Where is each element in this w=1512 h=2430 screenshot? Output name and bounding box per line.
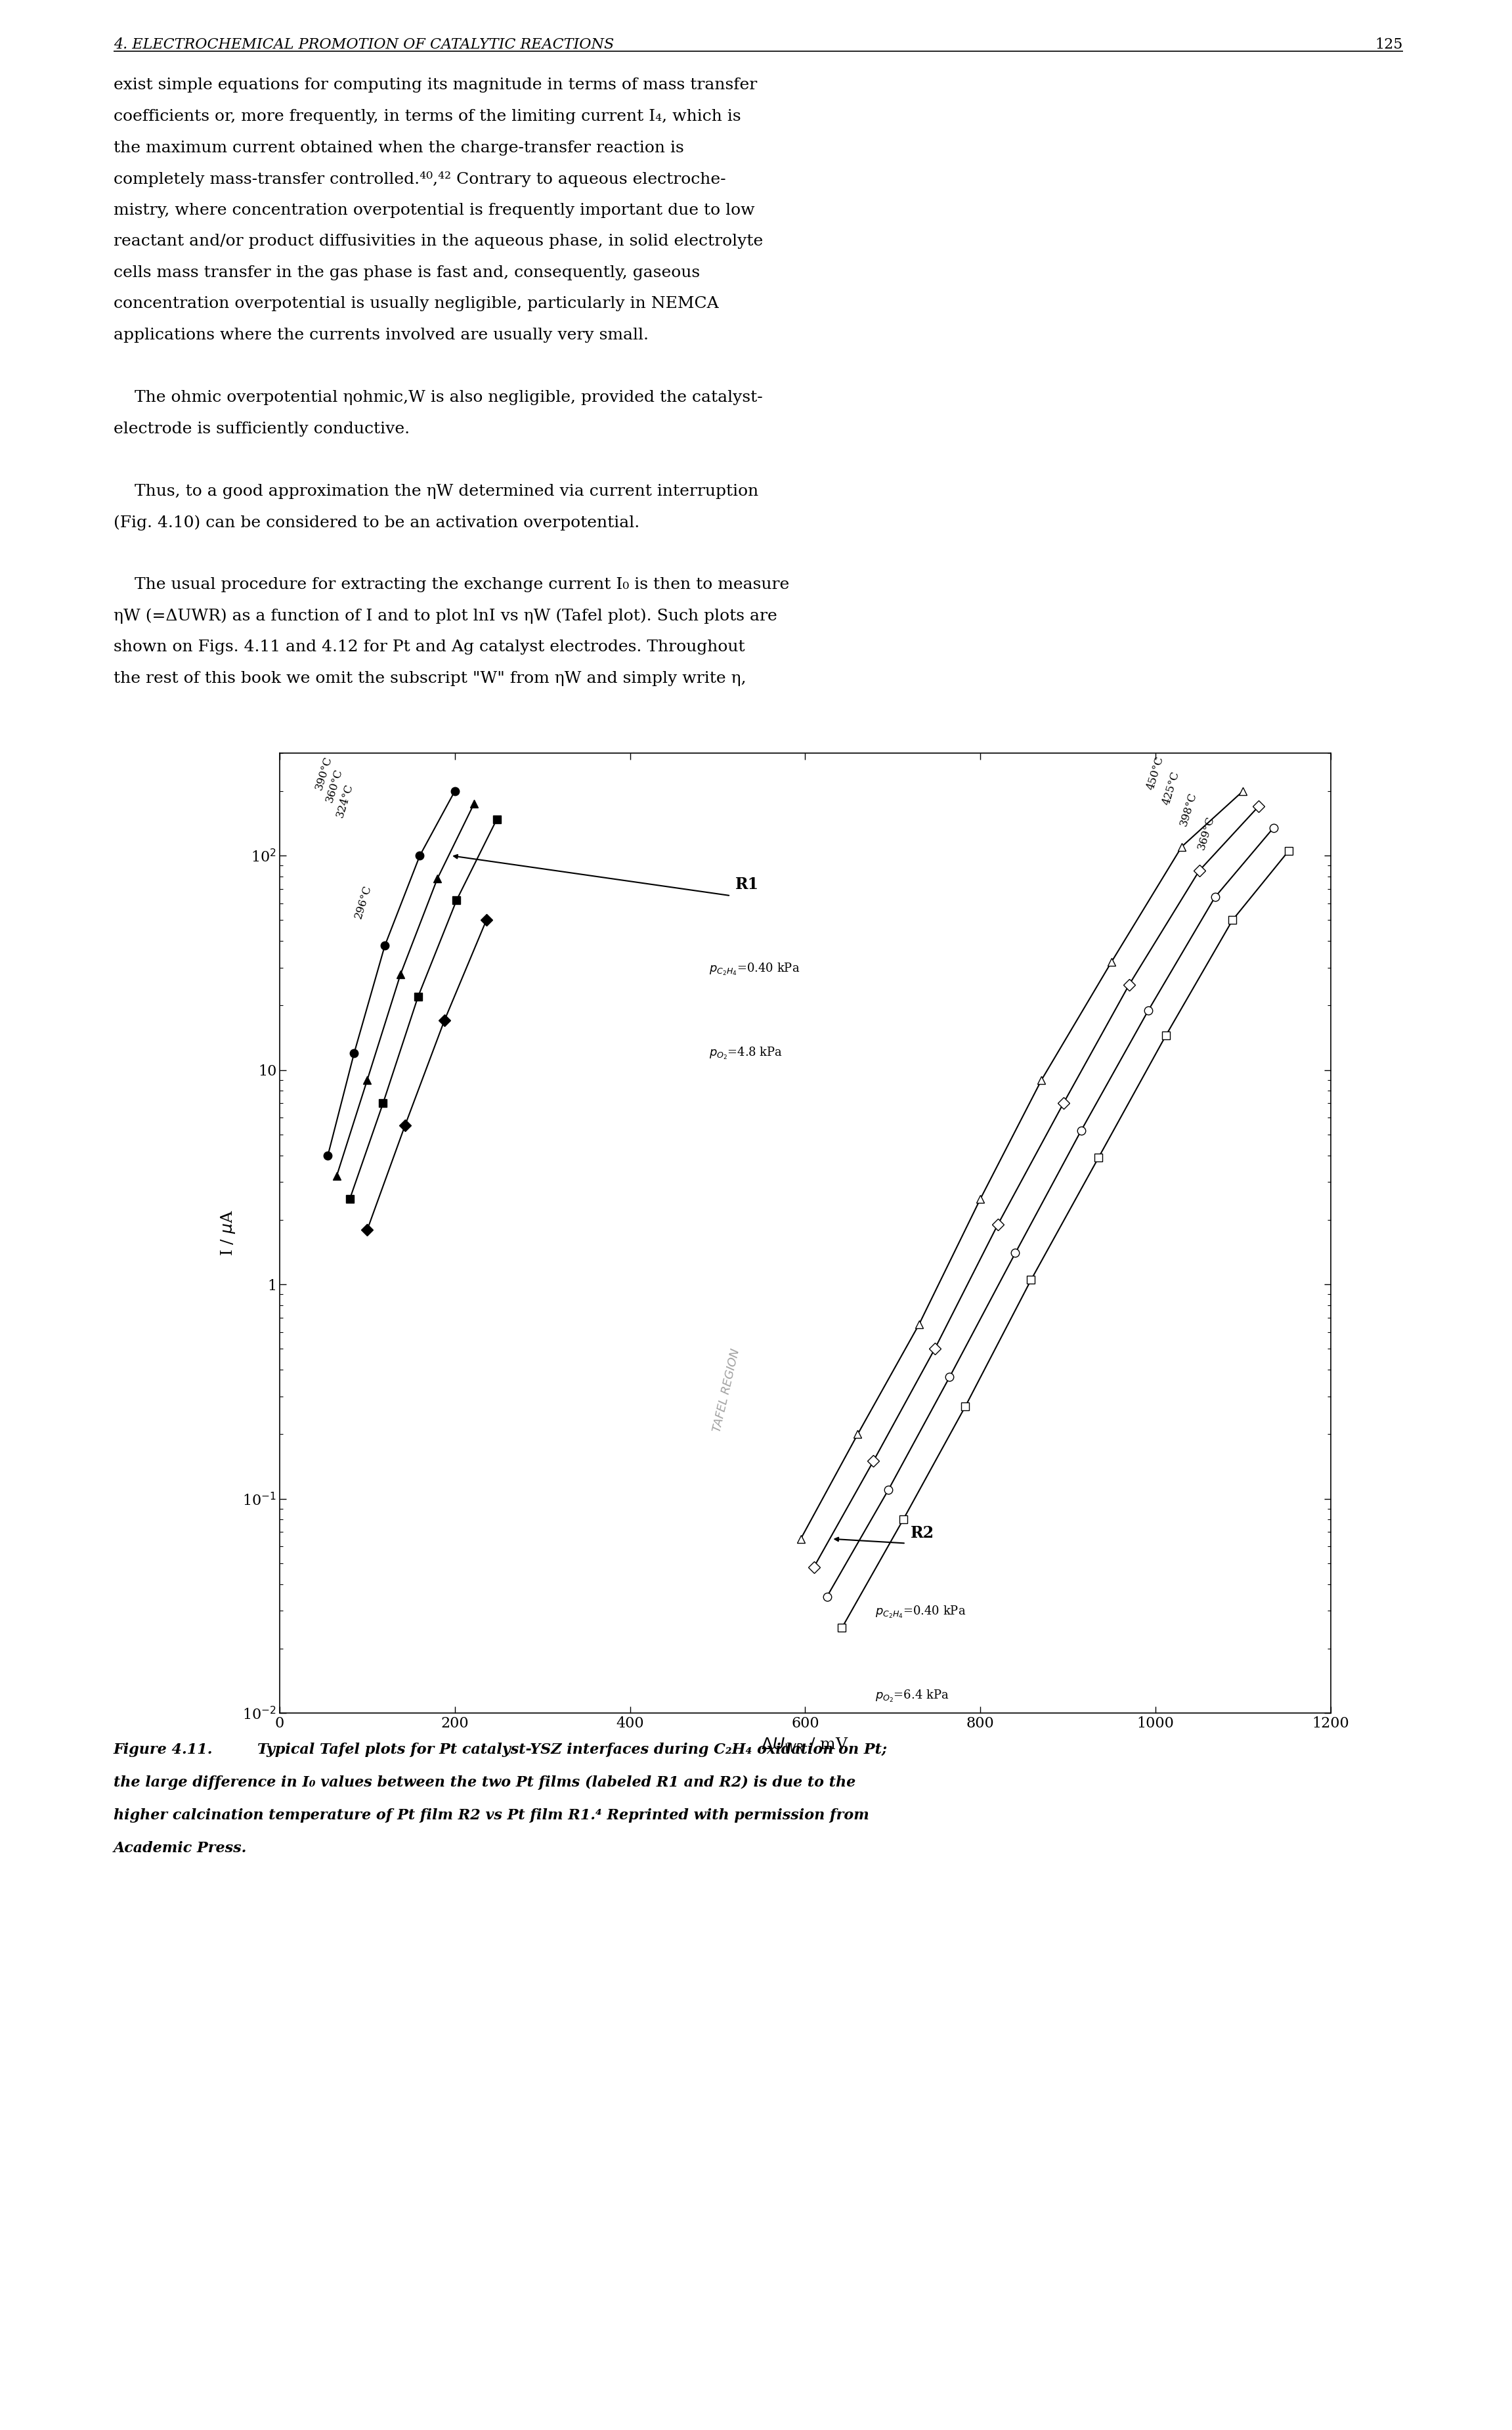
Text: shown on Figs. 4.11 and 4.12 for Pt and Ag catalyst electrodes. Throughout: shown on Figs. 4.11 and 4.12 for Pt and … <box>113 639 745 656</box>
Text: 390°C: 390°C <box>313 756 334 792</box>
Text: 4. ELECTROCHEMICAL PROMOTION OF CATALYTIC REACTIONS: 4. ELECTROCHEMICAL PROMOTION OF CATALYTI… <box>113 39 614 51</box>
Text: 360°C: 360°C <box>324 768 345 804</box>
Text: $p_{O_2}$=6.4 kPa: $p_{O_2}$=6.4 kPa <box>875 1689 950 1703</box>
Text: coefficients or, more frequently, in terms of the limiting current I₄, which is: coefficients or, more frequently, in ter… <box>113 109 741 124</box>
Text: ηW (=ΔUWR) as a function of I and to plot lnI vs ηW (Tafel plot). Such plots are: ηW (=ΔUWR) as a function of I and to plo… <box>113 608 777 625</box>
Text: cells mass transfer in the gas phase is fast and, consequently, gaseous: cells mass transfer in the gas phase is … <box>113 265 700 279</box>
Text: The usual procedure for extracting the exchange current I₀ is then to measure: The usual procedure for extracting the e… <box>113 578 789 593</box>
Text: Typical Tafel plots for Pt catalyst-YSZ interfaces during C₂H₄ oxidation on Pt;: Typical Tafel plots for Pt catalyst-YSZ … <box>257 1742 886 1757</box>
Text: 125: 125 <box>1376 39 1403 51</box>
Text: higher calcination temperature of Pt film R2 vs Pt film R1.⁴ Reprinted with perm: higher calcination temperature of Pt fil… <box>113 1808 869 1822</box>
X-axis label: $\Delta U_{WR}$ / mV: $\Delta U_{WR}$ / mV <box>761 1737 850 1754</box>
Y-axis label: I / $\mu$A: I / $\mu$A <box>219 1210 237 1256</box>
Text: mistry, where concentration overpotential is frequently important due to low: mistry, where concentration overpotentia… <box>113 202 754 219</box>
Text: Thus, to a good approximation the ηW determined via current interruption: Thus, to a good approximation the ηW det… <box>113 484 759 498</box>
Text: concentration overpotential is usually negligible, particularly in NEMCA: concentration overpotential is usually n… <box>113 296 718 311</box>
Text: the large difference in I₀ values between the two Pt films (labeled R1 and R2) i: the large difference in I₀ values betwee… <box>113 1774 856 1788</box>
Text: R2: R2 <box>910 1526 934 1541</box>
Text: 296°C: 296°C <box>352 885 373 921</box>
Text: $p_{O_2}$=4.8 kPa: $p_{O_2}$=4.8 kPa <box>709 1045 782 1062</box>
Text: applications where the currents involved are usually very small.: applications where the currents involved… <box>113 328 649 343</box>
Text: TAFEL REGION: TAFEL REGION <box>711 1349 742 1434</box>
Text: 398°C: 398°C <box>1178 792 1199 829</box>
Text: The ohmic overpotential ηohmic,W is also negligible, provided the catalyst-: The ohmic overpotential ηohmic,W is also… <box>113 391 762 406</box>
Text: the maximum current obtained when the charge-transfer reaction is: the maximum current obtained when the ch… <box>113 141 683 156</box>
Text: Academic Press.: Academic Press. <box>113 1842 246 1854</box>
Text: completely mass-transfer controlled.⁴⁰,⁴² Contrary to aqueous electroche-: completely mass-transfer controlled.⁴⁰,⁴… <box>113 173 726 187</box>
Text: exist simple equations for computing its magnitude in terms of mass transfer: exist simple equations for computing its… <box>113 78 758 92</box>
Text: electrode is sufficiently conductive.: electrode is sufficiently conductive. <box>113 420 410 437</box>
Text: Figure 4.11.: Figure 4.11. <box>113 1742 213 1757</box>
Text: (Fig. 4.10) can be considered to be an activation overpotential.: (Fig. 4.10) can be considered to be an a… <box>113 515 640 530</box>
Text: reactant and/or product diffusivities in the aqueous phase, in solid electrolyte: reactant and/or product diffusivities in… <box>113 233 764 248</box>
Text: R1: R1 <box>735 877 759 892</box>
Text: 425°C: 425°C <box>1161 770 1181 807</box>
Text: 450°C: 450°C <box>1145 756 1166 792</box>
Text: the rest of this book we omit the subscript "W" from ηW and simply write η,: the rest of this book we omit the subscr… <box>113 671 745 685</box>
Text: 369°C: 369°C <box>1196 814 1217 850</box>
Text: $p_{C_2H_4}$=0.40 kPa: $p_{C_2H_4}$=0.40 kPa <box>875 1604 966 1621</box>
Text: $p_{C_2H_4}$=0.40 kPa: $p_{C_2H_4}$=0.40 kPa <box>709 962 800 977</box>
Text: 324°C: 324°C <box>334 782 355 819</box>
